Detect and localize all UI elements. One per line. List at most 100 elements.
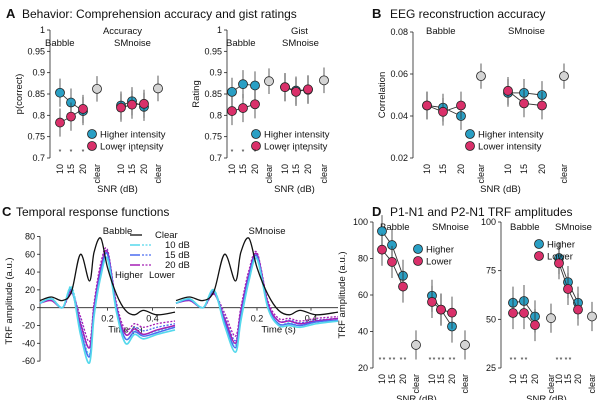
p1n1-clear-point — [460, 340, 470, 350]
gist-y-tick-label: 1 — [217, 25, 222, 35]
trf_babble-legend-label: 10 dB — [165, 240, 190, 251]
p2n1-lower-point — [530, 320, 540, 330]
eeg-x-tick-label: 20 — [537, 164, 547, 174]
p1n1-significance-star: * — [449, 357, 452, 364]
gist-lower-point — [250, 99, 260, 110]
gist-lower-point — [303, 84, 313, 95]
eeg-x-tick-label: 10 — [503, 164, 513, 174]
p2n1-clear-point — [587, 311, 597, 322]
eeg-x-tick-label: 10 — [422, 164, 432, 174]
eeg-y-tick-label: 0.06 — [390, 69, 408, 79]
gist-lower-point — [227, 106, 237, 116]
accuracy-y-tick-label: 0.7 — [32, 153, 45, 163]
gist-y-tick-label: 0.85 — [204, 89, 222, 99]
accuracy-xlabel: SNR (dB) — [97, 184, 138, 195]
p2n1-significance-star: * — [556, 357, 559, 364]
accuracy-significance-star: * — [59, 149, 62, 156]
p2n1-y-tick-label: 50 — [486, 314, 496, 324]
p2n1-x-tick-label: 20 — [573, 374, 583, 384]
trf_babble-x-tick-label: 0.2 — [101, 314, 114, 324]
p1n1-y-tick-label: 100 — [353, 217, 368, 227]
trf_babble-series-line — [39, 256, 176, 364]
p1n1-legend-marker — [413, 256, 423, 266]
accuracy-lower-point — [116, 102, 126, 113]
p2n1-xlabel: SNR (dB) — [526, 394, 567, 400]
gist-x-tick-label: 15 — [291, 164, 301, 174]
gist-y-tick-label: 0.9 — [209, 68, 222, 78]
p1n1-legend-label: Lower — [426, 257, 452, 268]
trf_smnoise-x-tick-label: 0.2 — [251, 314, 264, 324]
eeg-clear-point — [476, 71, 486, 81]
trf_smnoise-xlabel: Time (s) — [261, 325, 295, 336]
p1n1-significance-star: * — [383, 357, 386, 364]
eeg-x-tick-label: clear — [476, 164, 486, 184]
eeg-lower-point — [519, 98, 529, 109]
accuracy-clear-point — [153, 83, 163, 94]
p1n1-x-tick-label: 10 — [377, 374, 387, 384]
accuracy-y-tick-label: 0.9 — [32, 68, 45, 78]
p1n1-lower-point — [398, 281, 408, 292]
eeg-y-tick-label: 0.08 — [390, 27, 408, 37]
accuracy-lower-point — [78, 104, 88, 114]
p2n1-significance-star: * — [569, 357, 572, 364]
trf_babble-y-tick-label: 60 — [25, 249, 35, 259]
gist-y-tick-label: 0.75 — [204, 132, 222, 142]
trf_smnoise-series-line — [175, 250, 339, 337]
accuracy-x-tick-label: clear — [92, 164, 102, 184]
p1n1-lower-point — [436, 304, 446, 315]
p2n1-significance-star: * — [560, 357, 563, 364]
accuracy-significance-star: * — [82, 149, 85, 156]
p1n1-x-tick-label: clear — [460, 374, 470, 394]
accuracy-y-tick-label: 0.85 — [27, 89, 45, 99]
accuracy-ylabel: p(correct) — [14, 74, 25, 115]
gist-higher-point — [250, 80, 260, 91]
gist-higher-point — [227, 86, 237, 97]
trf_babble-y-tick-label: -40 — [22, 338, 35, 348]
gist-significance-star: * — [284, 149, 287, 156]
accuracy-significance-star: * — [131, 149, 134, 156]
eeg-x-tick-label: 15 — [438, 164, 448, 174]
p1n1-y-tick-label: 20 — [358, 363, 368, 373]
p2n1-lower-point — [554, 258, 564, 269]
eeg-lower-point — [438, 106, 448, 117]
trf_smnoise-series-line — [175, 237, 339, 316]
p1n1-series-line — [391, 244, 404, 276]
accuracy-group-label: Babble — [45, 38, 75, 49]
eeg-x-tick-label: clear — [559, 164, 569, 184]
gist-y-tick-label: 0.8 — [209, 110, 222, 120]
p1n1-lower-point — [387, 257, 397, 267]
p1n1-legend-marker — [413, 244, 423, 254]
trf_babble-y-tick-label: -60 — [22, 356, 35, 366]
p2n1-x-tick-label: clear — [587, 374, 597, 394]
p2n1-x-tick-label: 10 — [554, 374, 564, 384]
gist-significance-star: * — [242, 149, 245, 156]
trf_babble-series-line — [39, 237, 176, 316]
p2n1-group-label: SMnoise — [555, 222, 592, 233]
p2n1-significance-star: * — [565, 357, 568, 364]
p2n1-x-tick-label: 10 — [508, 374, 518, 384]
p1n1-lower-point — [377, 244, 387, 255]
accuracy-group-label: SMnoise — [114, 38, 151, 49]
eeg-ylabel: Correlation — [377, 72, 388, 118]
p1n1-significance-star: * — [438, 357, 441, 364]
gist-legend-label: Higher intensity — [264, 130, 330, 141]
p1n1-x-tick-label: 10 — [427, 374, 437, 384]
accuracy-lower-point — [139, 98, 149, 109]
accuracy-lower-point — [66, 111, 76, 122]
eeg-lower-point — [503, 85, 513, 96]
accuracy-x-tick-label: 20 — [78, 164, 88, 174]
accuracy-title: Accuracy — [103, 26, 142, 37]
eeg-x-tick-label: 15 — [519, 164, 529, 174]
gist-legend-label: Lower intensity — [264, 142, 328, 153]
p2n1-y-tick-label: 25 — [486, 363, 496, 373]
gist-clear-point — [264, 76, 274, 87]
p2n1-legend-marker — [534, 239, 544, 249]
p1n1-significance-star: * — [393, 357, 396, 364]
gist-lower-point — [280, 82, 290, 93]
gist-group-label: Babble — [226, 38, 256, 49]
p1n1-group-label: SMnoise — [432, 222, 469, 233]
p2n1-clear-point — [546, 313, 556, 324]
gist-significance-star: * — [231, 149, 234, 156]
p2n1-significance-star: * — [510, 357, 513, 364]
